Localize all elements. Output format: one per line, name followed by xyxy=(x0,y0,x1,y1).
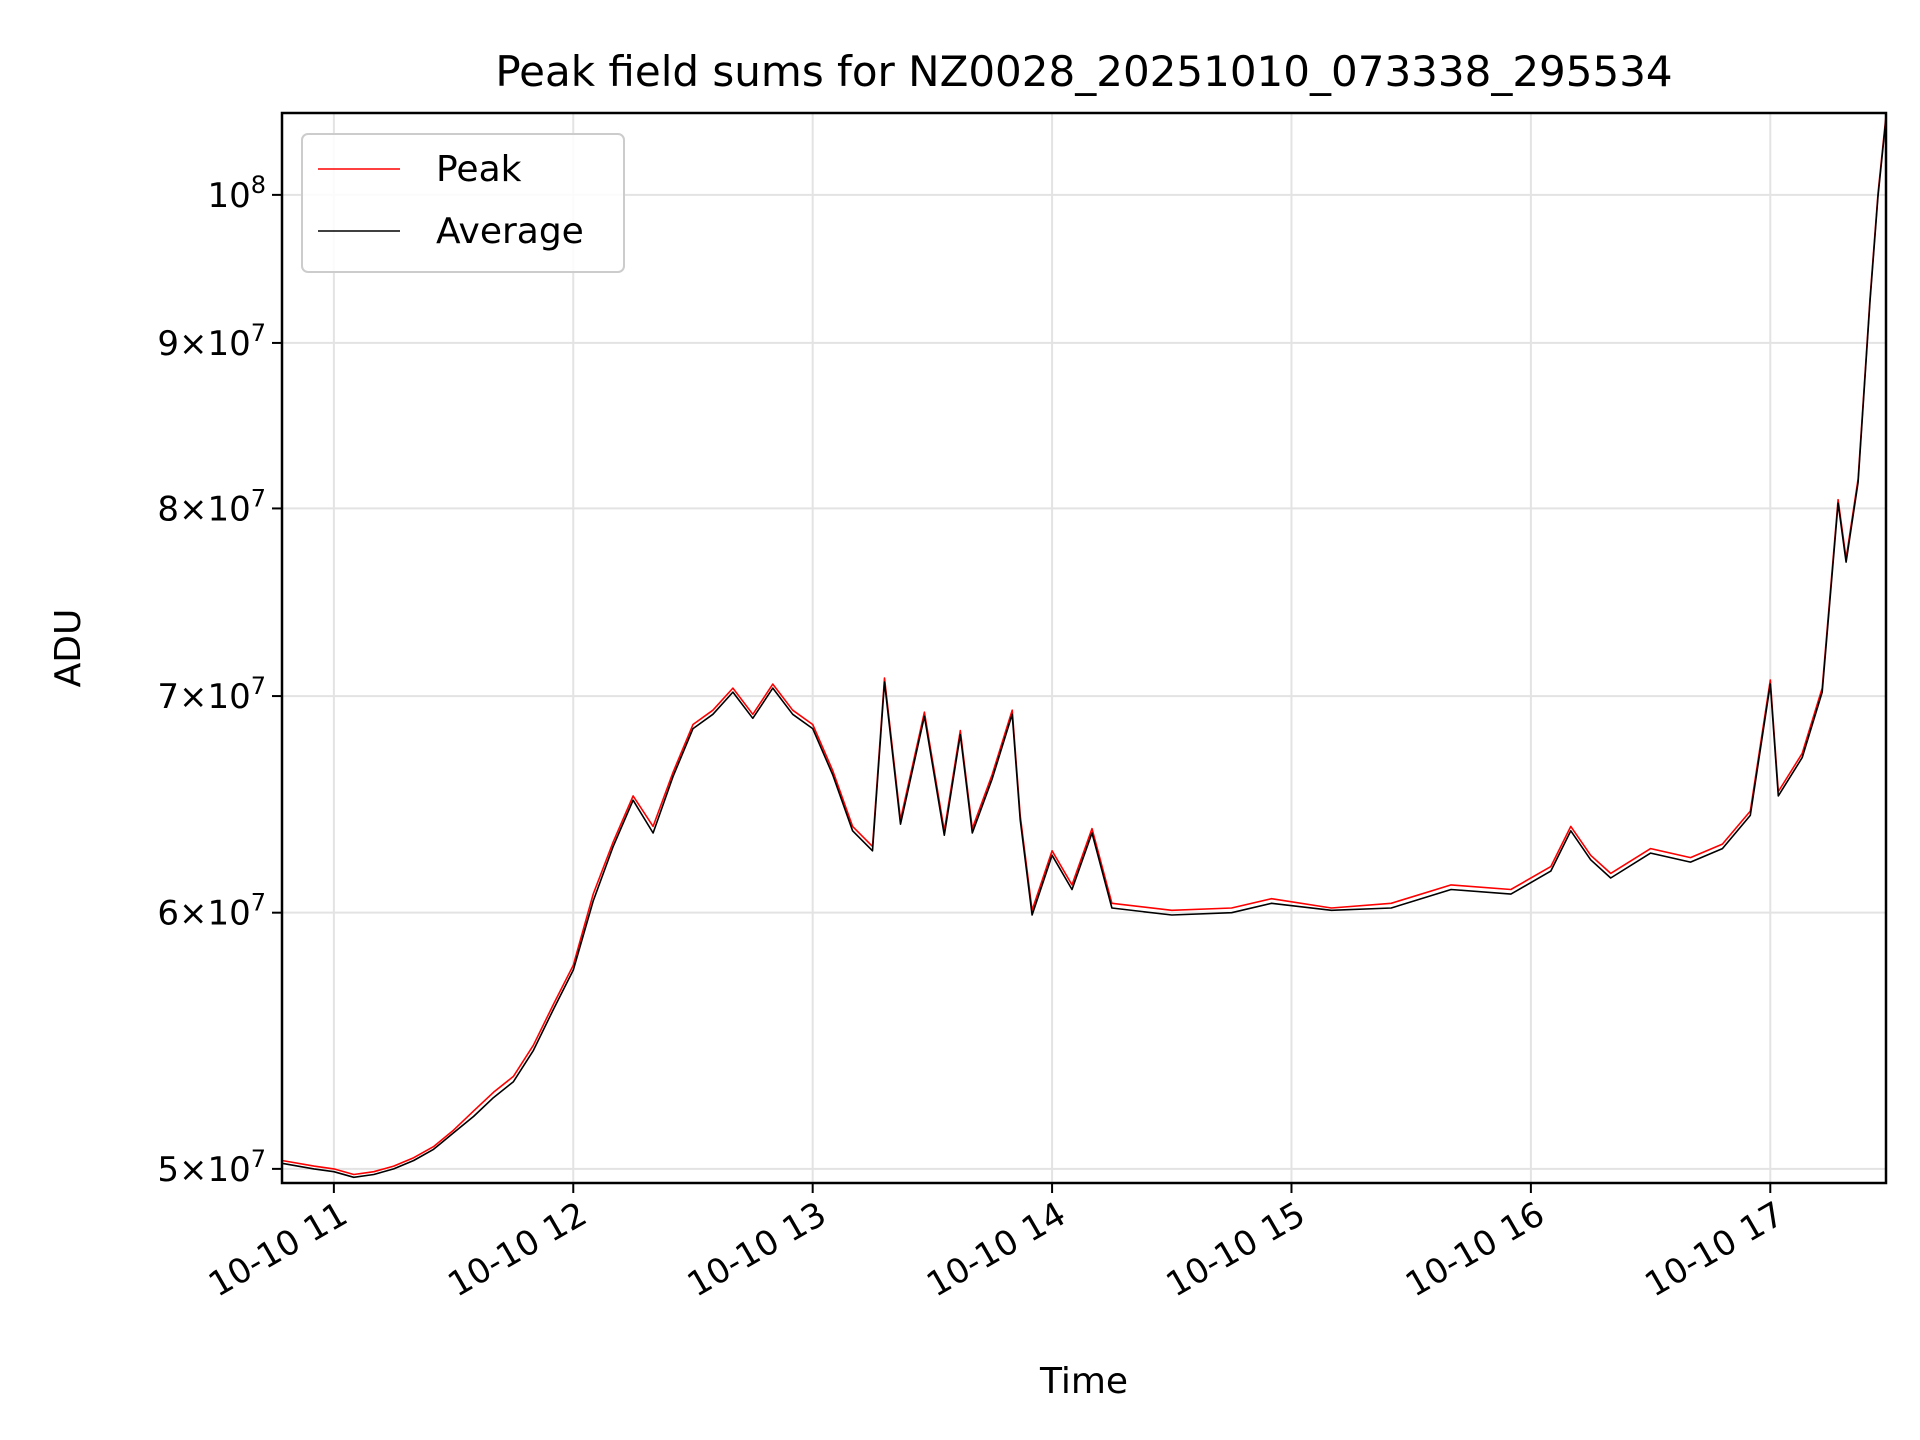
legend-label-peak: Peak xyxy=(436,149,522,190)
x-tick-label: 10-10 15 xyxy=(1160,1194,1312,1305)
x-tick-label: 10-10 16 xyxy=(1399,1194,1551,1305)
x-axis-title: Time xyxy=(1039,1361,1128,1402)
x-tick-label: 10-10 13 xyxy=(681,1194,833,1305)
y-tick-label: 108 xyxy=(207,171,266,216)
x-tick-label: 10-10 14 xyxy=(920,1194,1072,1305)
series-layer xyxy=(281,115,1887,1179)
plot-frame xyxy=(280,111,1888,1185)
y-axis-title: ADU xyxy=(48,609,89,688)
y-axis: 5×107 6×107 7×107 8×107 9×107 108 xyxy=(157,171,282,1190)
y-tick-label: 9×107 xyxy=(157,319,266,364)
x-tick-label: 10-10 17 xyxy=(1638,1194,1790,1305)
grid xyxy=(282,113,1886,1183)
series-line-average xyxy=(281,118,1887,1179)
y-tick-label: 7×107 xyxy=(157,672,266,717)
x-axis: 10-10 11 10-10 12 10-10 13 10-10 14 10-10 15… xyxy=(202,1183,1791,1305)
x-tick-label: 10-10 12 xyxy=(441,1194,593,1305)
y-tick-label: 8×107 xyxy=(157,484,266,529)
chart-title: Peak field sums for NZ0028_20251010_0733… xyxy=(495,47,1672,96)
legend-label-average: Average xyxy=(436,211,584,252)
legend: Peak Average xyxy=(301,133,625,273)
x-tick-label: 10-10 11 xyxy=(202,1194,354,1305)
y-tick-label: 6×107 xyxy=(157,889,266,934)
y-tick-label: 5×107 xyxy=(157,1145,266,1190)
series-line-peak xyxy=(281,115,1887,1176)
